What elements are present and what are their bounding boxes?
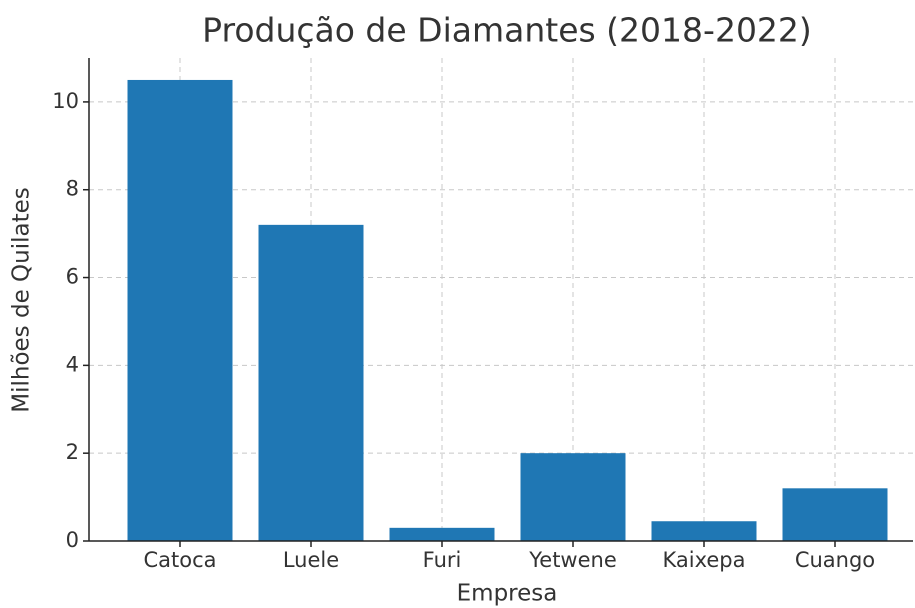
bar: [782, 488, 888, 541]
x-tick-label: Cuango: [795, 548, 875, 572]
x-axis-label: Empresa: [457, 581, 558, 607]
y-tick-label: 2: [66, 440, 79, 464]
y-tick-label: 8: [66, 177, 79, 201]
chart-title: Produção de Diamantes (2018-2022): [202, 11, 812, 50]
bar: [127, 79, 233, 542]
x-tick-label: Catoca: [143, 548, 216, 572]
bar: [651, 521, 757, 541]
bar: [520, 453, 626, 541]
y-axis-label: Milhões de Quilates: [9, 187, 35, 413]
y-tick-label: 10: [52, 89, 79, 113]
y-tick-label: 4: [66, 352, 79, 376]
x-tick-label: Kaixepa: [662, 548, 745, 572]
y-tick-label: 0: [66, 528, 79, 552]
x-tick-label: Yetwene: [528, 548, 617, 572]
y-tick-label: 6: [66, 265, 79, 289]
bar: [389, 527, 495, 541]
x-tick-label: Luele: [283, 548, 339, 572]
x-tick-label: Furi: [423, 548, 462, 572]
bar: [258, 224, 364, 541]
